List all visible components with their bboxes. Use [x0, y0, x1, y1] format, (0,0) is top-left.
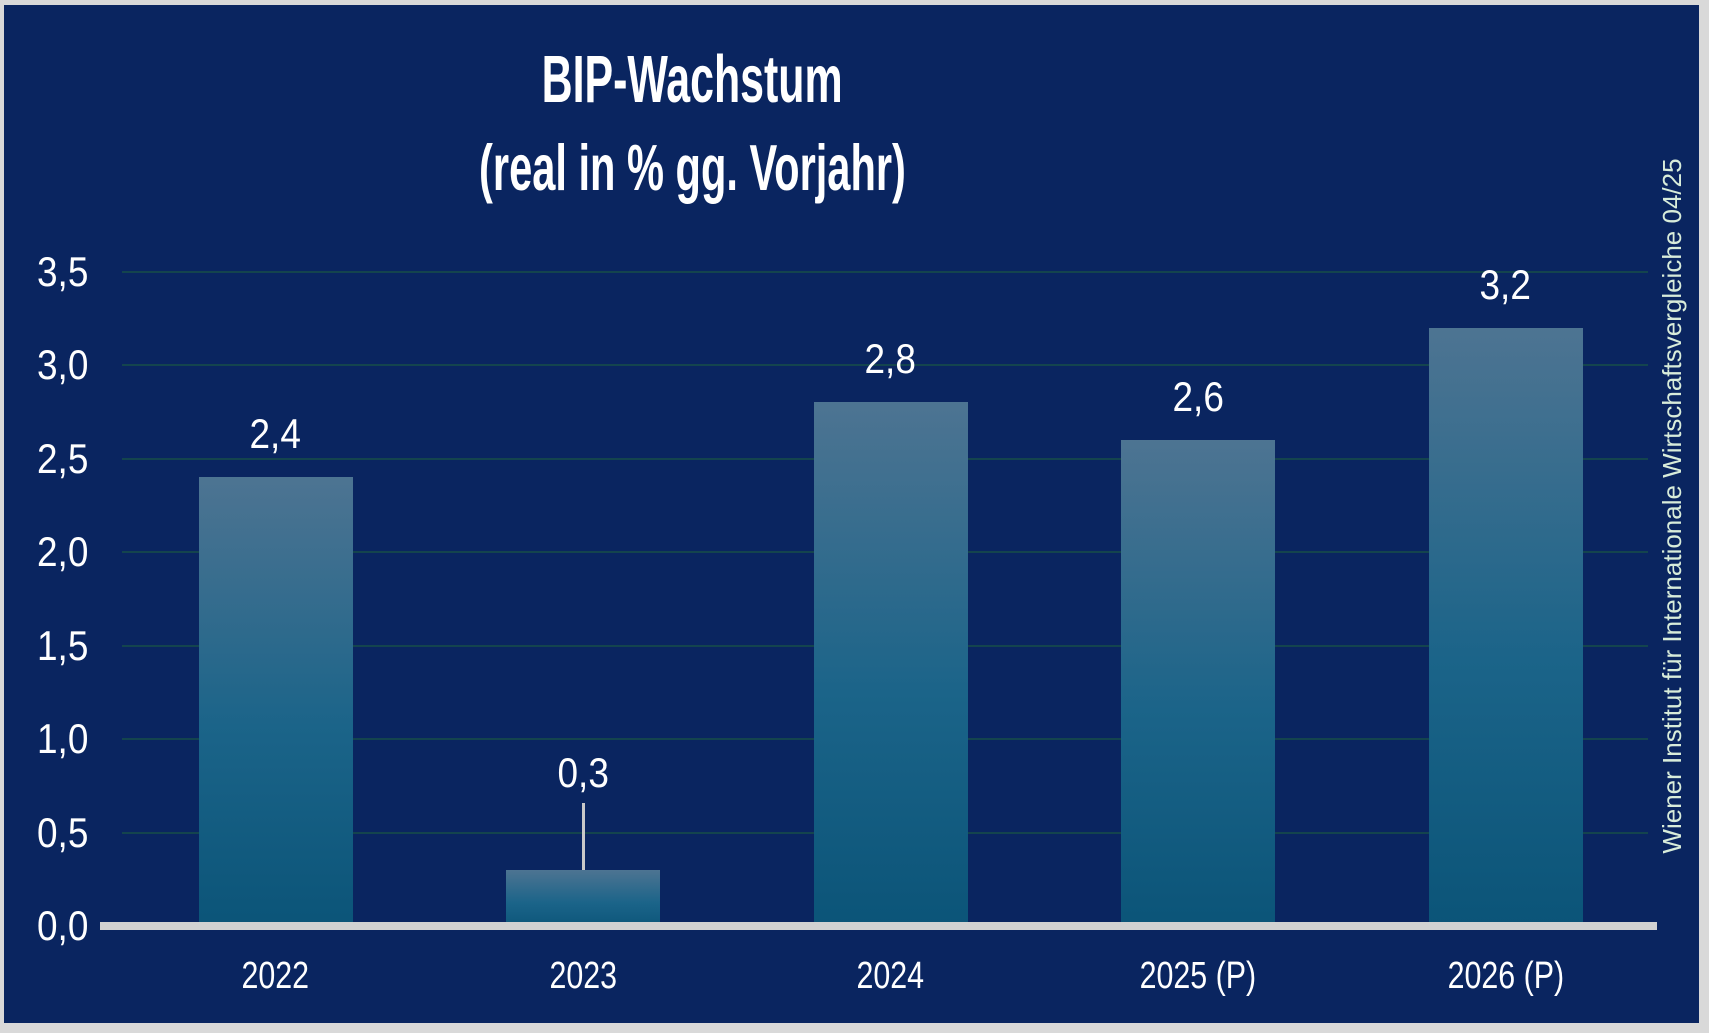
y-tick-3-5: 3,5 — [0, 246, 88, 298]
x-tick-2022: 2022 — [126, 948, 426, 1004]
value-label-2026-p: 3,2 — [1406, 259, 1606, 311]
gridline-3-0 — [122, 364, 1648, 366]
value-label-2025-p: 2,6 — [1098, 371, 1298, 423]
y-tick-1-0: 1,0 — [0, 713, 88, 765]
source-note-text: Wiener Institut für Internationale Wirts… — [1657, 158, 1687, 854]
x-tick-2025-p: 2025 (P) — [1048, 948, 1348, 1004]
y-tick-0-5-text: 0,5 — [36, 808, 88, 856]
x-tick-2023: 2023 — [433, 948, 733, 1004]
y-tick-1-5-text: 1,5 — [36, 621, 88, 669]
value-label-2026-p-text: 3,2 — [1479, 260, 1532, 308]
y-tick-2-0-text: 2,0 — [36, 528, 88, 575]
y-tick-1-5: 1,5 — [0, 620, 88, 672]
bar-2024 — [813, 402, 968, 930]
value-label-2024: 2,8 — [791, 333, 991, 385]
chart-subtitle-text: (real in % gg. Vorjahr) — [478, 131, 906, 204]
value-label-2022: 2,4 — [176, 408, 376, 460]
value-label-2022-text: 2,4 — [249, 410, 302, 458]
value-label-2024-text: 2,8 — [864, 335, 917, 383]
y-tick-2-0: 2,0 — [0, 526, 88, 578]
source-note: Wiener Institut für Internationale Wirts… — [1657, 56, 1687, 956]
y-tick-0-0: 0,0 — [0, 900, 88, 952]
value-label-2023-text: 0,3 — [557, 748, 609, 796]
chart-title-text: BIP-Wachstum — [541, 42, 843, 117]
bar-2022 — [198, 477, 353, 930]
chart-title-block: BIP-Wachstum (real in % gg. Vorjahr) — [0, 36, 1384, 212]
bar-2025-p — [1121, 439, 1275, 930]
y-tick-3-0: 3,0 — [0, 339, 88, 391]
x-tick-2026-p: 2026 (P) — [1356, 948, 1656, 1004]
x-tick-2022-text: 2022 — [241, 955, 310, 997]
x-tick-2026-p-text: 2026 (P) — [1447, 955, 1564, 997]
value-label-2023: 0,3 — [483, 747, 683, 799]
bar-2023 — [506, 869, 660, 930]
x-axis-line — [100, 922, 1657, 930]
y-tick-3-5-text: 3,5 — [36, 247, 88, 295]
x-tick-2024-text: 2024 — [856, 955, 925, 997]
value-label-2025-p-text: 2,6 — [1172, 372, 1224, 420]
bar-2026-p — [1428, 327, 1583, 930]
y-tick-2-5: 2,5 — [0, 433, 88, 485]
chart-subtitle: (real in % gg. Vorjahr) — [0, 124, 1384, 212]
y-tick-0-0-text: 0,0 — [36, 902, 88, 949]
chart-title: BIP-Wachstum — [0, 36, 1384, 124]
gridline-3-5 — [122, 270, 1648, 273]
y-tick-1-0-text: 1,0 — [36, 715, 88, 762]
leader-line-2023 — [581, 802, 585, 870]
x-tick-2024: 2024 — [741, 948, 1041, 1004]
x-tick-2023-text: 2023 — [549, 955, 617, 997]
x-tick-2025-p-text: 2025 (P) — [1139, 955, 1257, 997]
y-tick-0-5: 0,5 — [0, 807, 88, 859]
y-tick-2-5-text: 2,5 — [36, 434, 88, 482]
y-tick-3-0-text: 3,0 — [36, 341, 88, 388]
